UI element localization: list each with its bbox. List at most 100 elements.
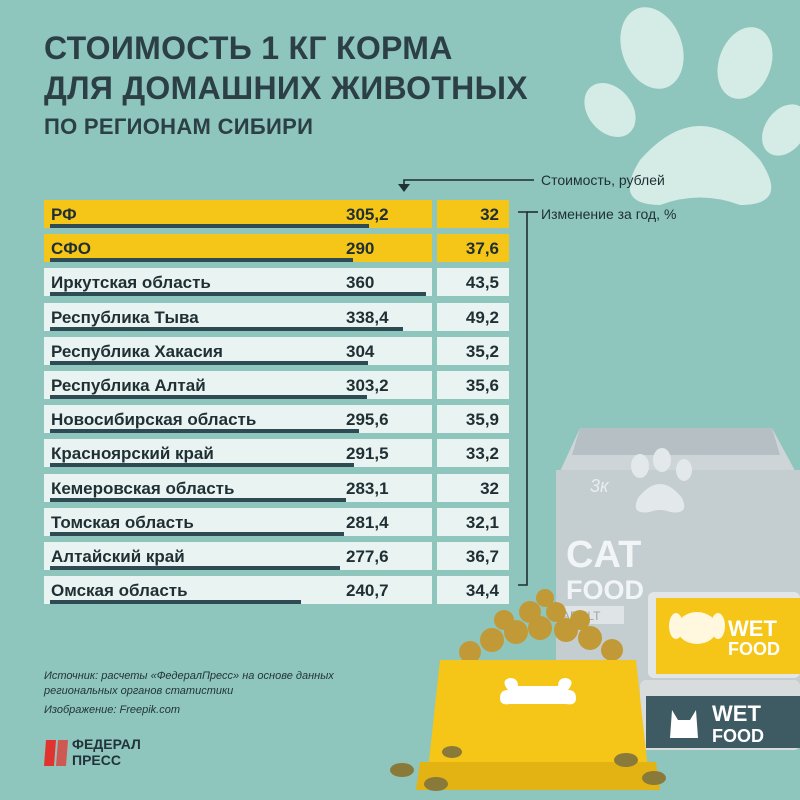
- row-background: [44, 473, 432, 502]
- cost-bar: [50, 600, 302, 605]
- region-label: Иркутская область: [51, 273, 211, 293]
- chart-row: Республика Тыва 338,4: [44, 302, 432, 331]
- logo-line-1: ФЕДЕРАЛ: [72, 736, 141, 752]
- title-line-1: СТОИМОСТЬ 1 КГ КОРМА: [44, 30, 453, 66]
- can1-line1: WET: [728, 616, 777, 641]
- change-cell: 37,6: [437, 234, 509, 263]
- can2-line1: WET: [712, 701, 761, 726]
- cost-value: 295,6: [346, 410, 389, 430]
- cost-bar: [50, 326, 404, 331]
- row-background: [44, 268, 432, 297]
- change-value: 37,6: [465, 239, 499, 259]
- region-label: Красноярский край: [51, 444, 214, 464]
- row-background: [44, 336, 432, 365]
- federal-press-logo: ФЕДЕРАЛ ПРЕСС: [44, 736, 141, 773]
- change-value: 32,1: [465, 512, 499, 532]
- cost-value: 283,1: [346, 478, 389, 498]
- cost-value: 305,2: [346, 205, 389, 224]
- cost-value: 277,6: [346, 547, 389, 566]
- cost-bar: [50, 292, 426, 297]
- region-label: Омская область: [51, 581, 188, 601]
- wet-food-can-cat: WET FOOD: [640, 680, 800, 750]
- change-value: 35,6: [465, 376, 499, 395]
- cost-bar: [50, 463, 355, 468]
- cost-value: 281,4: [346, 512, 389, 532]
- region-label: РФ: [51, 205, 77, 224]
- row-background: [44, 200, 432, 228]
- region-label: Алтайский край: [51, 547, 185, 566]
- row-background: [44, 405, 432, 434]
- chart-row: Красноярский край 291,5: [44, 439, 432, 468]
- legend-cost: Стоимость, рублей: [541, 172, 665, 188]
- cost-value: 240,7: [346, 581, 389, 601]
- change-cell: 32: [437, 473, 509, 502]
- cost-bar: [50, 497, 346, 502]
- change-cell: 36,7: [437, 542, 509, 570]
- cost-bar: [50, 224, 369, 228]
- change-cell: 35,6: [437, 371, 509, 399]
- logo-mark-icon: [44, 740, 68, 766]
- cost-value: 290: [346, 239, 375, 259]
- change-cell: 35,2: [437, 336, 509, 365]
- source-text: Источник: расчеты «ФедералПресс» на осно…: [44, 670, 334, 697]
- arrow-down-icon: [398, 184, 410, 192]
- region-label: Республика Тыва: [51, 307, 199, 327]
- row-background: [44, 507, 432, 536]
- change-value: 32: [480, 205, 499, 224]
- change-cell: 49,2: [437, 302, 509, 331]
- cost-bar: [50, 566, 340, 570]
- cost-value: 360: [346, 273, 375, 293]
- change-value: 34,4: [465, 581, 499, 601]
- change-cell: 35,9: [437, 405, 509, 434]
- food-bowl: [390, 589, 666, 791]
- cost-bar: [50, 429, 359, 434]
- region-label: Республика Алтай: [51, 376, 206, 395]
- cost-bar: [50, 395, 367, 399]
- chart-row: СФО 290: [44, 234, 432, 263]
- image-credit: Изображение: Freepik.com: [44, 704, 181, 716]
- cost-value: 291,5: [346, 444, 389, 464]
- change-value: 32: [480, 478, 499, 498]
- chart-row: Алтайский край 277,6: [44, 542, 432, 570]
- change-value: 35,2: [465, 341, 499, 361]
- cost-value: 303,2: [346, 376, 389, 395]
- change-cell: 32,1: [437, 507, 509, 536]
- can1-line2: FOOD: [728, 639, 780, 659]
- cost-bar: [50, 531, 344, 536]
- chart-row: Томская область 281,4: [44, 507, 432, 536]
- chart-row: Кемеровская область 283,1: [44, 473, 432, 502]
- change-value: 49,2: [465, 307, 499, 327]
- change-cell: 32: [437, 200, 509, 228]
- wet-food-can-dog: WET FOOD: [648, 592, 800, 678]
- bag-title-1: CAT: [566, 534, 641, 576]
- title-line-2: ДЛЯ ДОМАШНИХ ЖИВОТНЫХ: [44, 70, 528, 106]
- cost-bar: [50, 360, 368, 365]
- cost-bar: [50, 258, 353, 263]
- change-value: 35,9: [465, 410, 499, 430]
- paw-print-icon: [584, 7, 800, 205]
- region-label: Томская область: [51, 512, 194, 532]
- region-label: СФО: [51, 239, 92, 259]
- chart-row: Республика Хакасия 304: [44, 336, 432, 365]
- chart-row: РФ 305,2: [44, 200, 432, 228]
- region-label: Кемеровская область: [51, 478, 235, 498]
- logo-line-2: ПРЕСС: [72, 752, 121, 768]
- row-background: [44, 302, 432, 331]
- chart-row: Омская область 240,7: [44, 576, 432, 605]
- subtitle: ПО РЕГИОНАМ СИБИРИ: [44, 114, 314, 139]
- chart-row: Республика Алтай 303,2: [44, 371, 432, 399]
- row-background: [44, 371, 432, 399]
- row-background: [44, 234, 432, 263]
- can2-line2: FOOD: [712, 726, 764, 746]
- cost-value: 304: [346, 341, 375, 361]
- change-value: 43,5: [465, 273, 499, 293]
- legend-change: Изменение за год, %: [541, 206, 677, 222]
- region-label: Новосибирская область: [51, 410, 257, 430]
- row-background: [44, 576, 432, 605]
- cost-value: 338,4: [346, 307, 389, 327]
- change-value: 33,2: [465, 444, 499, 464]
- bag-title-2: FOOD: [566, 575, 644, 605]
- source-note: Источник: расчеты «ФедералПресс» на осно…: [44, 669, 364, 718]
- chart-row: Иркутская область 360: [44, 268, 432, 297]
